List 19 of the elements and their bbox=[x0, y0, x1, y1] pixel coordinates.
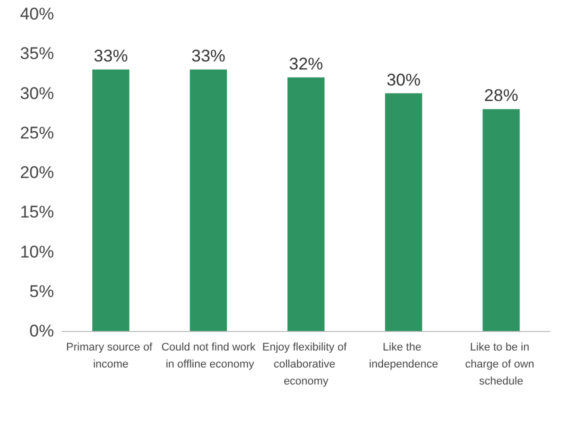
y-tick-label: 15% bbox=[20, 202, 54, 222]
x-tick-label: Enjoy flexibility of collaborative economy bbox=[262, 342, 350, 388]
x-tick-label: Like to be in charge of own schedule bbox=[465, 342, 538, 388]
y-tick-label: 5% bbox=[29, 282, 54, 301]
data-label: 32% bbox=[288, 54, 324, 74]
data-label: 30% bbox=[386, 70, 421, 90]
y-tick-label: 35% bbox=[20, 44, 54, 64]
x-tick-label: Could not find work in offline economy bbox=[161, 342, 256, 370]
y-tick-label: 10% bbox=[20, 242, 54, 262]
y-tick-label: 25% bbox=[20, 123, 54, 142]
y-tick-label: 40% bbox=[20, 4, 54, 24]
y-tick-label: 0% bbox=[29, 322, 54, 340]
data-label: 28% bbox=[484, 86, 518, 106]
y-tick-label: 20% bbox=[20, 163, 54, 182]
data-label: 33% bbox=[94, 46, 128, 66]
x-tick-label: Primary source of income bbox=[66, 342, 156, 370]
x-tick-label: Like the independence bbox=[369, 342, 438, 370]
y-tick-label: 30% bbox=[20, 84, 54, 103]
data-label: 33% bbox=[191, 46, 226, 66]
